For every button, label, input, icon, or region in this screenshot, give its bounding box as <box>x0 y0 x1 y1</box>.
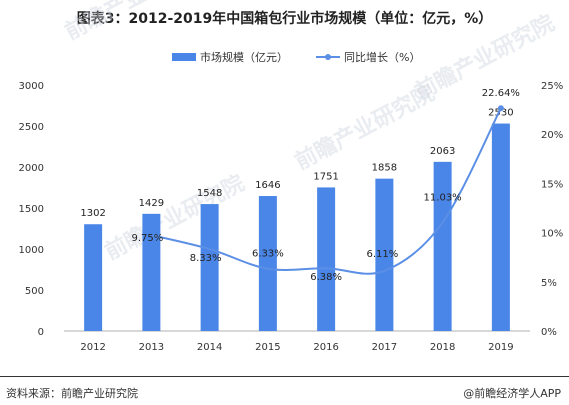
y-left-tick-label: 3000 <box>19 81 44 92</box>
y-left-tick-label: 0 <box>38 327 44 338</box>
chart-title: 图表3：2012-2019年中国箱包行业市场规模（单位：亿元，%） <box>76 11 493 27</box>
watermark-text: 前瞻产业研究院 <box>61 0 209 45</box>
line-value-label: 6.38% <box>310 272 342 283</box>
x-tick-label: 2017 <box>372 342 397 353</box>
x-tick-label: 2015 <box>255 342 280 353</box>
y-left-tick-label: 2500 <box>19 122 44 133</box>
y-right-tick-label: 25% <box>541 81 563 92</box>
line-value-label: 8.33% <box>190 253 222 264</box>
watermark-text: 前瞻产业研究院 <box>101 170 249 265</box>
x-tick-label: 2019 <box>488 342 513 353</box>
y-right-tick-label: 15% <box>541 179 563 190</box>
bar <box>317 187 336 331</box>
y-left-tick-label: 500 <box>25 286 44 297</box>
footer: 资料来源：前瞻产业研究院 @前瞻经济学人APP <box>0 376 569 405</box>
chart-svg: 前瞻产业研究院前瞻产业研究院前瞻产业研究院前瞻产业研究院市场规模（亿元）同比增长… <box>19 0 564 353</box>
bar-value-label: 2063 <box>430 146 455 157</box>
bar <box>258 196 277 331</box>
y-right-tick-label: 20% <box>541 130 563 141</box>
bar-value-label: 1548 <box>197 188 222 199</box>
growth-line <box>151 107 502 275</box>
legend-swatch-bar <box>172 53 196 61</box>
bar <box>491 123 510 331</box>
bar-value-label: 1646 <box>255 180 280 191</box>
bar <box>142 213 161 331</box>
line-point <box>497 105 504 112</box>
x-tick-label: 2013 <box>139 342 164 353</box>
bar <box>433 161 452 331</box>
brand-credit: @前瞻经济学人APP <box>463 387 561 400</box>
line-value-label: 6.11% <box>366 249 398 260</box>
bar <box>84 224 103 331</box>
line-value-label: 22.64% <box>482 88 520 99</box>
x-tick-label: 2016 <box>313 342 338 353</box>
y-left-tick-label: 1500 <box>19 204 44 215</box>
bar-value-label: 1429 <box>139 198 164 209</box>
bar-value-label: 1302 <box>80 208 105 219</box>
legend-marker-line <box>325 54 331 60</box>
bar-value-label: 1751 <box>313 171 338 182</box>
y-right-tick-label: 10% <box>541 229 563 240</box>
y-right-tick-label: 0% <box>541 327 557 338</box>
legend-label-line: 同比增长（%） <box>344 50 420 64</box>
y-left-tick-label: 2000 <box>19 163 44 174</box>
line-value-label: 11.03% <box>424 192 462 203</box>
bar-value-label: 1858 <box>372 163 397 174</box>
x-tick-label: 2014 <box>197 342 222 353</box>
line-value-label: 9.75% <box>131 233 163 244</box>
line-value-label: 6.33% <box>252 249 284 260</box>
x-tick-label: 2012 <box>80 342 105 353</box>
legend-label-bar: 市场规模（亿元） <box>200 50 288 64</box>
bar <box>200 204 219 331</box>
bar <box>375 178 394 331</box>
source-note: 资料来源：前瞻产业研究院 <box>6 387 138 400</box>
y-left-tick-label: 1000 <box>19 245 44 256</box>
bar-value-label: 2530 <box>488 108 513 119</box>
x-tick-label: 2018 <box>430 342 455 353</box>
y-right-tick-label: 5% <box>541 278 557 289</box>
